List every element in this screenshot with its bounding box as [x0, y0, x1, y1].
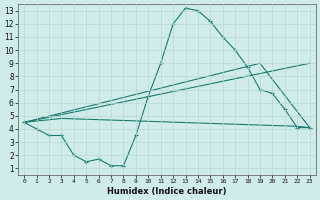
X-axis label: Humidex (Indice chaleur): Humidex (Indice chaleur): [107, 187, 227, 196]
